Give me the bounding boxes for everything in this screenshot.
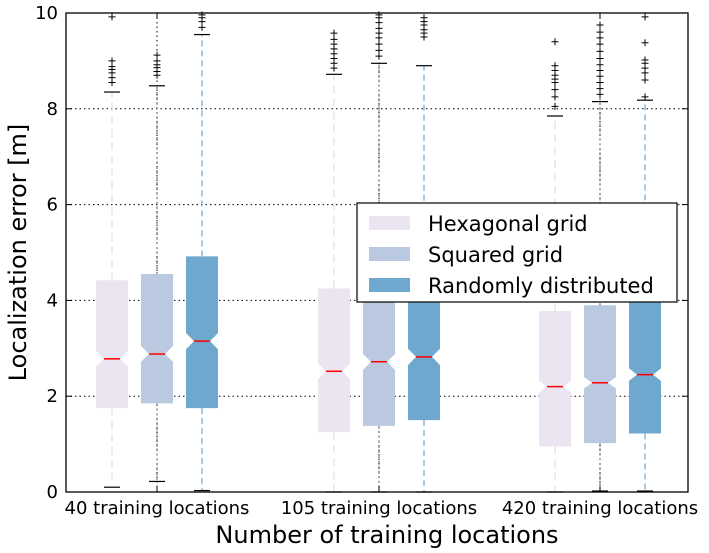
outlier-point: [375, 46, 383, 54]
box-hexagonal-grid: [96, 280, 128, 409]
tick-layer: 0 2 4 6 8 10 40 training locations 105 training…: [35, 3, 698, 519]
outlier-point: [641, 13, 649, 21]
box-randomly-distributed: [186, 256, 218, 409]
legend-label: Squared grid: [428, 243, 563, 267]
box-randomly-distributed: [629, 300, 661, 434]
x-axis-title: Number of training locations: [215, 521, 558, 549]
outlier-point: [596, 28, 604, 36]
legend-box: [356, 202, 678, 303]
outlier-point: [596, 47, 604, 55]
outlier-point: [596, 55, 604, 63]
box-hexagonal-grid: [318, 288, 350, 433]
legend-swatch: [369, 216, 410, 230]
y-tick-label: 2: [47, 386, 58, 407]
legend-swatch: [369, 278, 410, 292]
y-tick-label: 10: [35, 3, 58, 24]
outlier-point: [551, 38, 559, 46]
y-tick-label: 0: [47, 482, 58, 503]
outlier-point: [330, 35, 338, 43]
outlier-point: [641, 93, 649, 101]
outlier-point: [596, 61, 604, 69]
outlier-point: [420, 14, 428, 22]
outlier-point: [641, 56, 649, 64]
box-squared-grid: [141, 274, 173, 404]
outlier-point: [641, 76, 649, 84]
outlier-point: [108, 13, 116, 21]
outlier-point: [551, 102, 559, 110]
outlier-point: [551, 93, 559, 101]
box-squared-grid: [584, 305, 616, 444]
outlier-point: [641, 39, 649, 47]
y-axis-title: Localization error [m]: [4, 124, 32, 382]
box-squared-grid: [363, 271, 395, 426]
x-category-label: 40 training locations: [65, 498, 250, 519]
box-hexagonal-grid: [539, 310, 571, 447]
outlier-point: [375, 40, 383, 48]
plot-frame: [65, 12, 689, 493]
outlier-point: [596, 85, 604, 93]
y-tick-label: 4: [47, 290, 58, 311]
legend-label: Randomly distributed: [428, 274, 654, 298]
legend-swatch: [369, 247, 410, 261]
x-category-label: 420 training locations: [502, 498, 698, 519]
outlier-point: [596, 40, 604, 48]
y-tick-label: 8: [47, 99, 58, 120]
x-category-label: 105 training locations: [281, 498, 477, 519]
outlier-point: [596, 21, 604, 29]
legend: Hexagonal grid Squared grid Randomly distr…: [356, 202, 678, 303]
outlier-point: [153, 51, 161, 59]
legend-label: Hexagonal grid: [428, 212, 588, 236]
outlier-point: [596, 78, 604, 86]
outlier-point: [551, 86, 559, 94]
outlier-point: [551, 62, 559, 70]
outlier-point: [330, 29, 338, 37]
box-layer: [96, 11, 661, 493]
y-tick-label: 6: [47, 195, 58, 216]
box-randomly-distributed: [408, 270, 440, 421]
outlier-point: [108, 57, 116, 65]
